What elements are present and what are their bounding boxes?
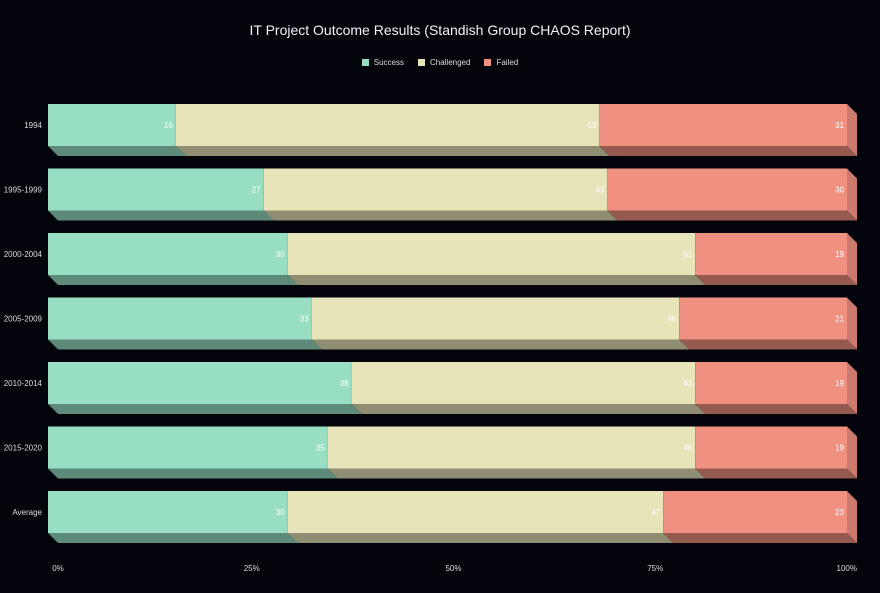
bar-end-average	[847, 491, 857, 543]
value-label-failed-2015-2020: 19	[835, 444, 844, 453]
bar-success-average	[48, 491, 288, 533]
bar-bottom-failed-2005-2009	[679, 339, 857, 350]
bar-success-1995-1999	[48, 168, 264, 211]
bar-bottom-success-1994	[48, 146, 186, 156]
legend-swatch-failed	[484, 59, 492, 66]
category-label-1994: 1994	[24, 121, 42, 130]
value-label-success-2000-2004: 30	[276, 250, 285, 259]
bar-failed-1995-1999	[607, 168, 847, 211]
value-label-success-average: 30	[276, 508, 285, 517]
legend-swatch-success	[361, 59, 369, 66]
bar-end-2010-2014	[847, 362, 857, 414]
value-label-success-1995-1999: 27	[252, 186, 261, 195]
bar-end-2000-2004	[847, 233, 857, 285]
value-label-failed-1995-1999: 30	[835, 186, 844, 195]
legend-label-challenged: Challenged	[429, 58, 471, 67]
bar-bottom-success-1995-1999	[48, 210, 274, 221]
bar-failed-2010-2014	[695, 362, 847, 404]
bar-bottom-failed-1995-1999	[607, 210, 857, 221]
x-tick-label-4: 100%	[837, 564, 857, 573]
bar-challenged-1994	[175, 104, 600, 146]
bar-failed-1994	[599, 104, 847, 146]
bar-bottom-challenged-1995-1999	[263, 210, 618, 221]
bar-bottom-failed-2015-2020	[695, 468, 857, 479]
bar-challenged-2015-2020	[327, 426, 696, 469]
bar-success-2010-2014	[48, 362, 352, 404]
value-label-failed-2000-2004: 19	[835, 250, 844, 259]
bar-success-2000-2004	[48, 233, 288, 275]
bar-challenged-2010-2014	[351, 362, 696, 404]
bar-failed-average	[663, 491, 847, 533]
bar-challenged-2000-2004	[287, 233, 696, 275]
bar-bottom-failed-1994	[599, 146, 857, 156]
legend-item-success[interactable]: Success	[361, 58, 404, 67]
bar-bottom-success-average	[48, 533, 298, 543]
value-label-challenged-average: 47	[651, 508, 660, 517]
bar-challenged-average	[287, 491, 664, 533]
category-label-average: Average	[12, 508, 42, 517]
value-label-success-2005-2009: 33	[300, 315, 309, 324]
value-label-failed-1994: 31	[835, 121, 844, 130]
bar-failed-2015-2020	[695, 426, 847, 469]
category-label-2005-2009: 2005-2009	[4, 315, 43, 324]
value-label-success-2015-2020: 35	[316, 444, 325, 453]
bar-success-1994	[48, 104, 176, 146]
bar-end-1995-1999	[847, 168, 857, 221]
legend-label-success: Success	[373, 58, 404, 67]
bar-success-2005-2009	[48, 297, 312, 340]
value-label-success-1994: 16	[164, 121, 173, 130]
value-label-challenged-1994: 53	[587, 121, 596, 130]
bar-bottom-challenged-2010-2014	[351, 404, 706, 414]
category-label-1995-1999: 1995-1999	[4, 186, 43, 195]
category-label-2000-2004: 2000-2004	[4, 250, 43, 259]
bar-success-2015-2020	[48, 426, 328, 469]
bar-end-2005-2009	[847, 297, 857, 350]
bar-bottom-failed-2010-2014	[695, 404, 857, 414]
bar-bottom-failed-2000-2004	[695, 275, 857, 285]
legend-item-failed[interactable]: Failed	[484, 58, 518, 67]
x-tick-label-3: 75%	[647, 564, 663, 573]
value-label-failed-average: 23	[835, 508, 844, 517]
bar-challenged-1995-1999	[263, 168, 608, 211]
value-label-challenged-2015-2020: 46	[683, 444, 692, 453]
value-label-challenged-2000-2004: 51	[683, 250, 692, 259]
legend: Success Challenged Failed	[0, 58, 880, 67]
bar-bottom-failed-average	[663, 533, 857, 543]
legend-swatch-challenged	[417, 59, 425, 66]
legend-label-failed: Failed	[496, 58, 519, 67]
bar-bottom-success-2005-2009	[48, 339, 322, 350]
x-tick-label-0: 0%	[52, 564, 64, 573]
bar-bottom-success-2000-2004	[48, 275, 298, 285]
value-label-success-2010-2014: 38	[340, 379, 349, 388]
bar-end-2015-2020	[847, 426, 857, 479]
value-label-challenged-1995-1999: 43	[595, 186, 604, 195]
bar-bottom-challenged-2000-2004	[287, 275, 706, 285]
bar-bottom-challenged-2015-2020	[327, 468, 706, 479]
category-label-2015-2020: 2015-2020	[4, 444, 43, 453]
bar-bottom-challenged-average	[287, 533, 674, 543]
bar-bottom-success-2015-2020	[48, 468, 338, 479]
category-label-2010-2014: 2010-2014	[4, 379, 43, 388]
bar-bottom-challenged-1994	[175, 146, 610, 156]
bar-failed-2005-2009	[679, 297, 847, 340]
value-label-challenged-2005-2009: 46	[667, 315, 676, 324]
value-label-failed-2005-2009: 21	[835, 315, 844, 324]
bar-end-1994	[847, 104, 857, 156]
bar-bottom-success-2010-2014	[48, 404, 362, 414]
bar-bottom-challenged-2005-2009	[311, 339, 690, 350]
value-label-failed-2010-2014: 19	[835, 379, 844, 388]
x-tick-label-2: 50%	[445, 564, 461, 573]
chart-title: IT Project Outcome Results (Standish Gro…	[249, 22, 631, 38]
x-tick-label-1: 25%	[244, 564, 260, 573]
value-label-challenged-2010-2014: 43	[683, 379, 692, 388]
bar-challenged-2005-2009	[311, 297, 680, 340]
bar-failed-2000-2004	[695, 233, 847, 275]
legend-item-challenged[interactable]: Challenged	[417, 58, 471, 67]
